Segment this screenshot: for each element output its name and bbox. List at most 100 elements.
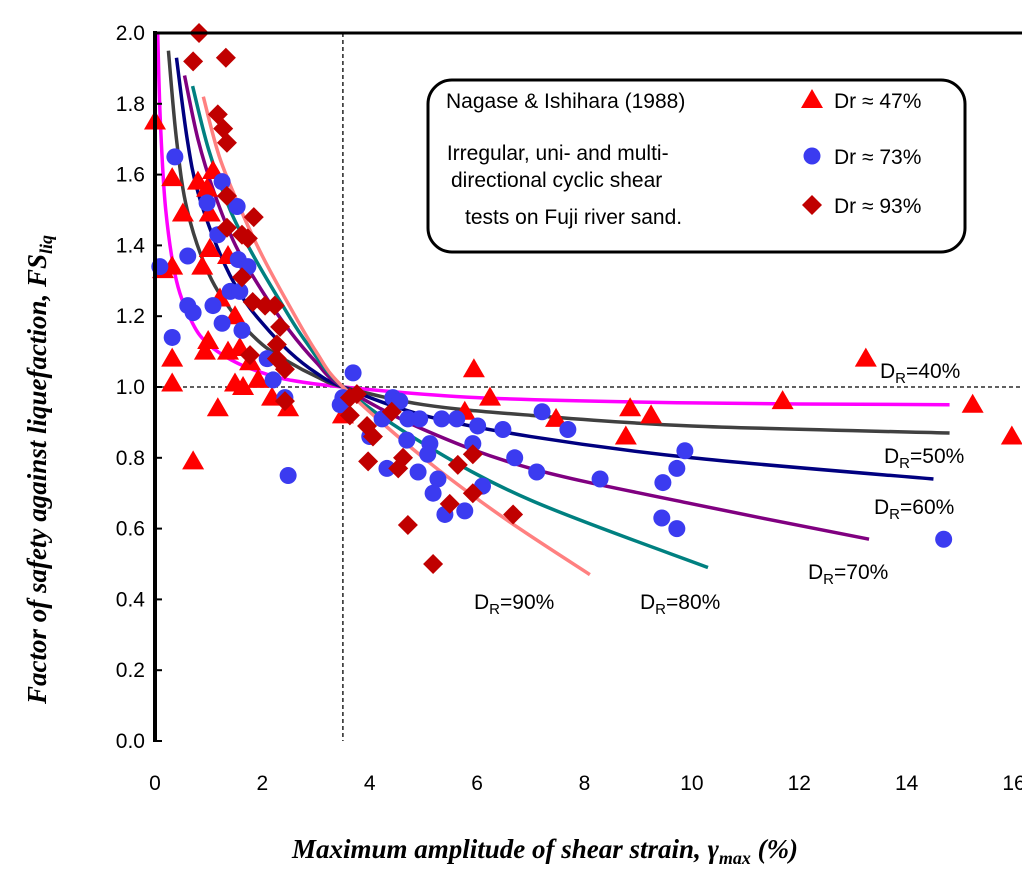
curve-label: DR=60%: [874, 496, 954, 523]
data-point-circle: [424, 484, 442, 502]
legend: Nagase & Ishihara (1988) Irregular, uni-…: [426, 78, 967, 254]
data-point-diamond: [462, 483, 483, 504]
curve-label: DR=70%: [808, 561, 888, 588]
data-point-triangle: [161, 372, 184, 392]
y-axis-label: Factor of safety against liquefaction, F…: [22, 235, 56, 705]
data-point-circle: [391, 392, 409, 410]
data-point-circle: [228, 197, 246, 215]
data-point-circle: [419, 445, 437, 463]
legend-entry-label: Dr ≈ 47%: [834, 90, 921, 113]
data-point-triangle: [198, 237, 221, 257]
legend-marker-circle: [803, 147, 821, 165]
curve-labels: DR=40% DR=50% DR=60% DR=70% DR=80% DR=90%: [474, 360, 964, 618]
data-point-circle: [506, 449, 524, 467]
x-tick-label: 2: [257, 772, 269, 795]
tick-labels: 0.0 0.2 0.4 0.6 0.8 1.0 1.2 1.4 1.6 1.8 2.0 0 2 4 6 8 10…: [116, 22, 1022, 795]
data-point-triangle: [193, 340, 216, 360]
data-point-triangle: [640, 404, 663, 424]
y-tick-label: 1.2: [116, 305, 145, 328]
data-point-circle: [378, 459, 396, 477]
data-point-diamond: [237, 228, 258, 249]
data-point-diamond: [266, 334, 287, 355]
data-point-triangle: [198, 202, 221, 222]
data-point-diamond: [264, 295, 285, 316]
data-point-diamond: [462, 444, 483, 465]
data-point-circle: [654, 474, 672, 492]
data-point-circle: [213, 173, 231, 191]
data-points: [144, 23, 1022, 574]
data-point-circle: [668, 520, 686, 538]
data-point-circle: [528, 463, 546, 481]
data-point-circle: [559, 420, 577, 438]
legend-entry-label: Dr ≈ 73%: [834, 146, 921, 169]
data-point-triangle: [191, 255, 214, 275]
data-point-diamond: [388, 458, 409, 479]
data-point-diamond: [439, 493, 460, 514]
data-point-circle: [409, 463, 427, 481]
x-tick-label: 6: [471, 772, 483, 795]
data-point-diamond: [358, 451, 379, 472]
x-tick-label: 0: [149, 772, 161, 795]
data-point-triangle: [619, 397, 642, 417]
y-tick-label: 1.8: [116, 93, 145, 116]
legend-text-line: Nagase & Ishihara (1988): [446, 90, 685, 113]
data-point-diamond: [243, 207, 264, 228]
curve-label: DR=80%: [640, 591, 720, 618]
x-tick-label: 10: [680, 772, 703, 795]
data-point-circle: [213, 314, 231, 332]
y-tick-label: 0.6: [116, 518, 145, 541]
curve-label: DR=90%: [474, 591, 554, 618]
data-point-circle: [456, 502, 474, 520]
data-point-circle: [166, 148, 184, 166]
legend-text-line: directional cyclic shear: [451, 169, 662, 192]
data-point-circle: [163, 328, 181, 346]
data-point-circle: [231, 282, 249, 300]
data-point-triangle: [196, 177, 219, 197]
data-point-circle: [184, 304, 202, 322]
y-tick-label: 0.2: [116, 659, 145, 682]
x-tick-label: 12: [788, 772, 811, 795]
data-point-diamond: [183, 51, 204, 72]
data-point-diamond: [381, 401, 402, 422]
data-point-diamond: [447, 454, 468, 475]
legend-marker-diamond: [802, 195, 822, 215]
data-point-circle: [279, 467, 297, 484]
axes: [153, 31, 1022, 742]
data-point-diamond: [213, 118, 234, 139]
data-point-circle: [469, 417, 487, 435]
data-point-circle: [448, 410, 466, 428]
data-point-triangle: [614, 425, 637, 445]
data-point-circle: [676, 442, 694, 460]
data-point-diamond: [216, 132, 237, 153]
data-point-triangle: [479, 386, 502, 406]
y-tick-label: 2.0: [116, 22, 145, 45]
data-point-diamond: [503, 504, 524, 525]
x-tick-label: 8: [579, 772, 591, 795]
x-tick-label: 14: [895, 772, 919, 795]
data-point-diamond: [215, 47, 236, 68]
data-point-triangle: [545, 407, 568, 427]
data-point-circle: [494, 420, 512, 438]
legend-entry-label: Dr ≈ 93%: [834, 195, 921, 218]
data-point-circle: [591, 470, 609, 488]
y-tick-label: 1.6: [116, 164, 145, 187]
data-point-circle: [344, 364, 362, 382]
data-point-diamond: [339, 405, 360, 426]
y-tick-label: 0.0: [116, 730, 145, 753]
data-point-triangle: [161, 167, 184, 187]
data-point-circle: [264, 371, 282, 389]
data-point-circle: [668, 459, 686, 477]
curve-label: DR=40%: [880, 360, 960, 387]
data-point-triangle: [232, 376, 255, 395]
data-point-circle: [935, 530, 953, 548]
data-point-circle: [429, 470, 447, 488]
data-point-circle: [233, 321, 251, 339]
data-point-triangle: [961, 393, 984, 413]
data-point-circle: [433, 410, 451, 428]
data-point-circle: [533, 403, 551, 421]
data-point-diamond: [231, 267, 252, 288]
data-point-triangle: [182, 450, 205, 470]
data-point-diamond: [274, 391, 295, 412]
data-point-circle: [464, 435, 482, 453]
curve-label: DR=50%: [884, 445, 964, 472]
